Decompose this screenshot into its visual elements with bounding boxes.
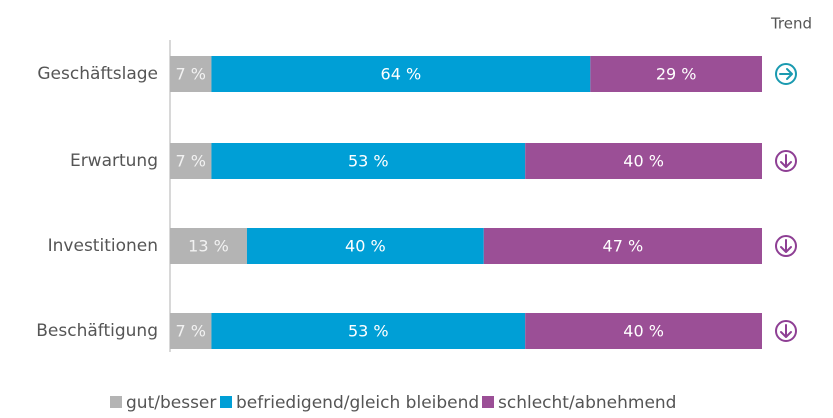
value-label: 7 % — [175, 152, 205, 171]
category-label: Erwartung — [70, 151, 158, 171]
value-label: 53 % — [348, 152, 389, 171]
legend-swatch — [110, 396, 122, 408]
trend-arrow — [780, 324, 792, 338]
trend-arrow — [780, 239, 792, 253]
bar-segment — [170, 313, 212, 349]
trend-icon — [775, 63, 797, 85]
trend-icon — [775, 320, 797, 342]
trend-circle — [775, 320, 797, 342]
bar-segment — [525, 143, 762, 179]
bar-segment — [590, 56, 762, 92]
value-label: 40 % — [623, 152, 664, 171]
value-label: 7 % — [175, 322, 205, 341]
legend-label: schlecht/abnehmend — [498, 393, 676, 413]
value-label: 13 % — [188, 237, 229, 256]
category-label: Beschäftigung — [36, 321, 158, 341]
value-label: 53 % — [348, 322, 389, 341]
trend-title: Trend — [770, 15, 812, 33]
value-label: 29 % — [656, 65, 697, 84]
trend-icon — [775, 235, 797, 257]
value-label: 64 % — [381, 65, 422, 84]
value-label: 40 % — [345, 237, 386, 256]
bar-segment — [170, 143, 212, 179]
trend-arrow — [780, 154, 792, 168]
trend-circle — [775, 63, 797, 85]
bar-segment — [211, 143, 526, 179]
bar-segment — [211, 313, 526, 349]
legend-label: befriedigend/gleich bleibend — [236, 393, 479, 413]
legend-swatch — [482, 396, 494, 408]
bar-segment — [525, 313, 762, 349]
trend-icon — [775, 150, 797, 172]
bar-segment — [211, 56, 591, 92]
bar-segment — [170, 228, 247, 264]
trend-arrow — [779, 68, 793, 80]
value-label: 47 % — [603, 237, 644, 256]
bar-segment — [483, 228, 762, 264]
trend-circle — [775, 235, 797, 257]
bar-segment — [246, 228, 484, 264]
bar-segment — [170, 56, 212, 92]
legend-swatch — [220, 396, 232, 408]
trend-circle — [775, 150, 797, 172]
legend-label: gut/besser — [126, 393, 216, 413]
category-label: Investitionen — [48, 236, 158, 256]
category-label: Geschäftslage — [37, 64, 158, 84]
value-label: 40 % — [623, 322, 664, 341]
value-label: 7 % — [175, 65, 205, 84]
